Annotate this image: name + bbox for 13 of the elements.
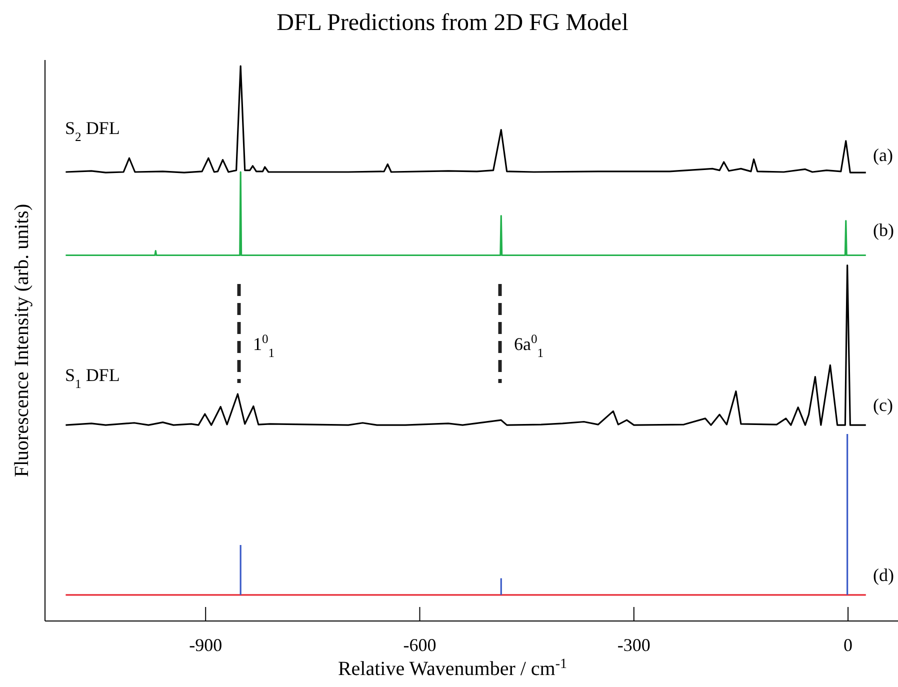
- y-axis-title: Fluorescence Intensity (arb. units): [11, 204, 33, 478]
- chart-title: DFL Predictions from 2D FG Model: [276, 10, 629, 36]
- x-tick-label: -300: [617, 635, 650, 655]
- x-axis-title: Relative Wavenumber / cm$^{-1}$: [338, 656, 568, 680]
- annotation: (c): [873, 395, 893, 415]
- annotation: (d): [873, 565, 894, 585]
- x-tick-label: 0: [844, 635, 853, 655]
- annotation: S$_{1}$ DFL: [65, 365, 120, 391]
- annotation: (a): [873, 145, 893, 165]
- annotation: S$_{2}$ DFL: [65, 118, 120, 144]
- x-tick-label: -600: [403, 635, 436, 655]
- x-tick-label: -900: [189, 635, 222, 655]
- annotation: (b): [873, 220, 894, 240]
